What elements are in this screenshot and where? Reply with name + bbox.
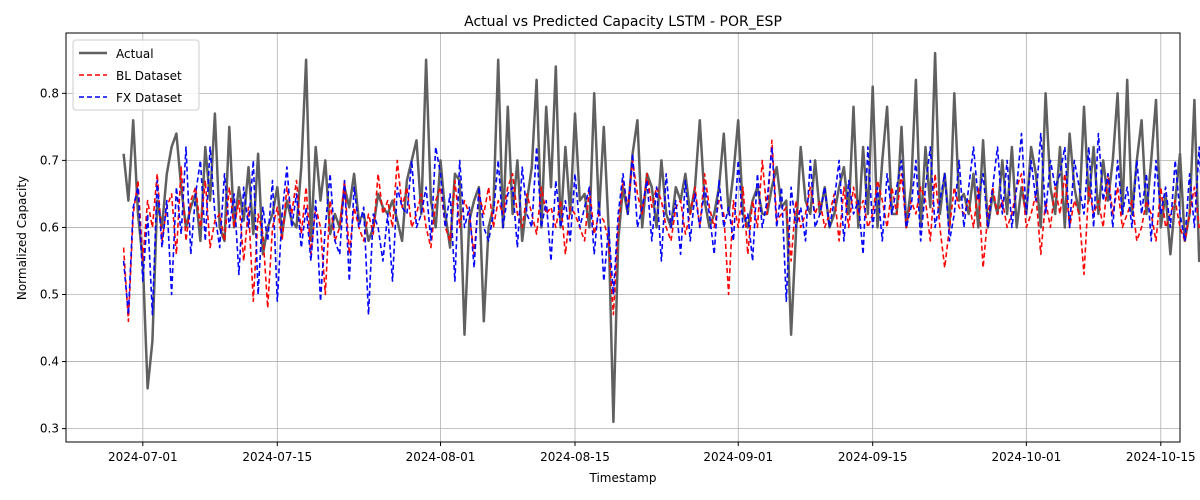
y-tick-label: 0.5 xyxy=(40,287,59,301)
series-line-bl-dataset xyxy=(122,139,1200,323)
legend-label-bl-dataset: BL Dataset xyxy=(116,69,182,83)
chart-title: Actual vs Predicted Capacity LSTM - POR_… xyxy=(464,14,782,30)
grid xyxy=(66,33,1180,442)
x-tick-label: 2024-09-15 xyxy=(838,450,908,464)
legend: Actual BL Dataset FX Dataset xyxy=(72,39,200,111)
x-tick-label: 2024-10-15 xyxy=(1126,450,1196,464)
y-tick-label: 0.6 xyxy=(40,220,59,234)
x-axis-label: Timestamp xyxy=(589,471,657,485)
series-line-actual xyxy=(122,51,1200,424)
x-tick-label: 2024-08-01 xyxy=(406,450,476,464)
x-tick-label: 2024-09-01 xyxy=(703,450,773,464)
x-axis: 2024-07-01 2024-07-15 2024-08-01 2024-08-15… xyxy=(108,442,1196,464)
plot-area-frame xyxy=(65,32,1181,443)
x-tick-label: 2024-08-15 xyxy=(540,450,610,464)
y-axis-label: Normalized Capacity xyxy=(15,176,29,300)
y-tick-label: 0.7 xyxy=(40,153,59,167)
series-line-fx-dataset xyxy=(122,132,1200,316)
x-tick-label: 2024-07-15 xyxy=(242,450,312,464)
y-tick-label: 0.3 xyxy=(40,422,59,436)
x-tick-label: 2024-07-01 xyxy=(108,450,178,464)
y-tick-label: 0.8 xyxy=(40,86,59,100)
y-tick-label: 0.4 xyxy=(40,355,59,369)
legend-label-fx-dataset: FX Dataset xyxy=(116,91,182,105)
legend-label-actual: Actual xyxy=(116,47,154,61)
y-axis: 0.3 0.4 0.5 0.6 0.7 0.8 xyxy=(40,86,66,436)
x-tick-label: 2024-10-01 xyxy=(991,450,1061,464)
series-layer xyxy=(122,51,1200,424)
legend-box xyxy=(72,39,200,111)
